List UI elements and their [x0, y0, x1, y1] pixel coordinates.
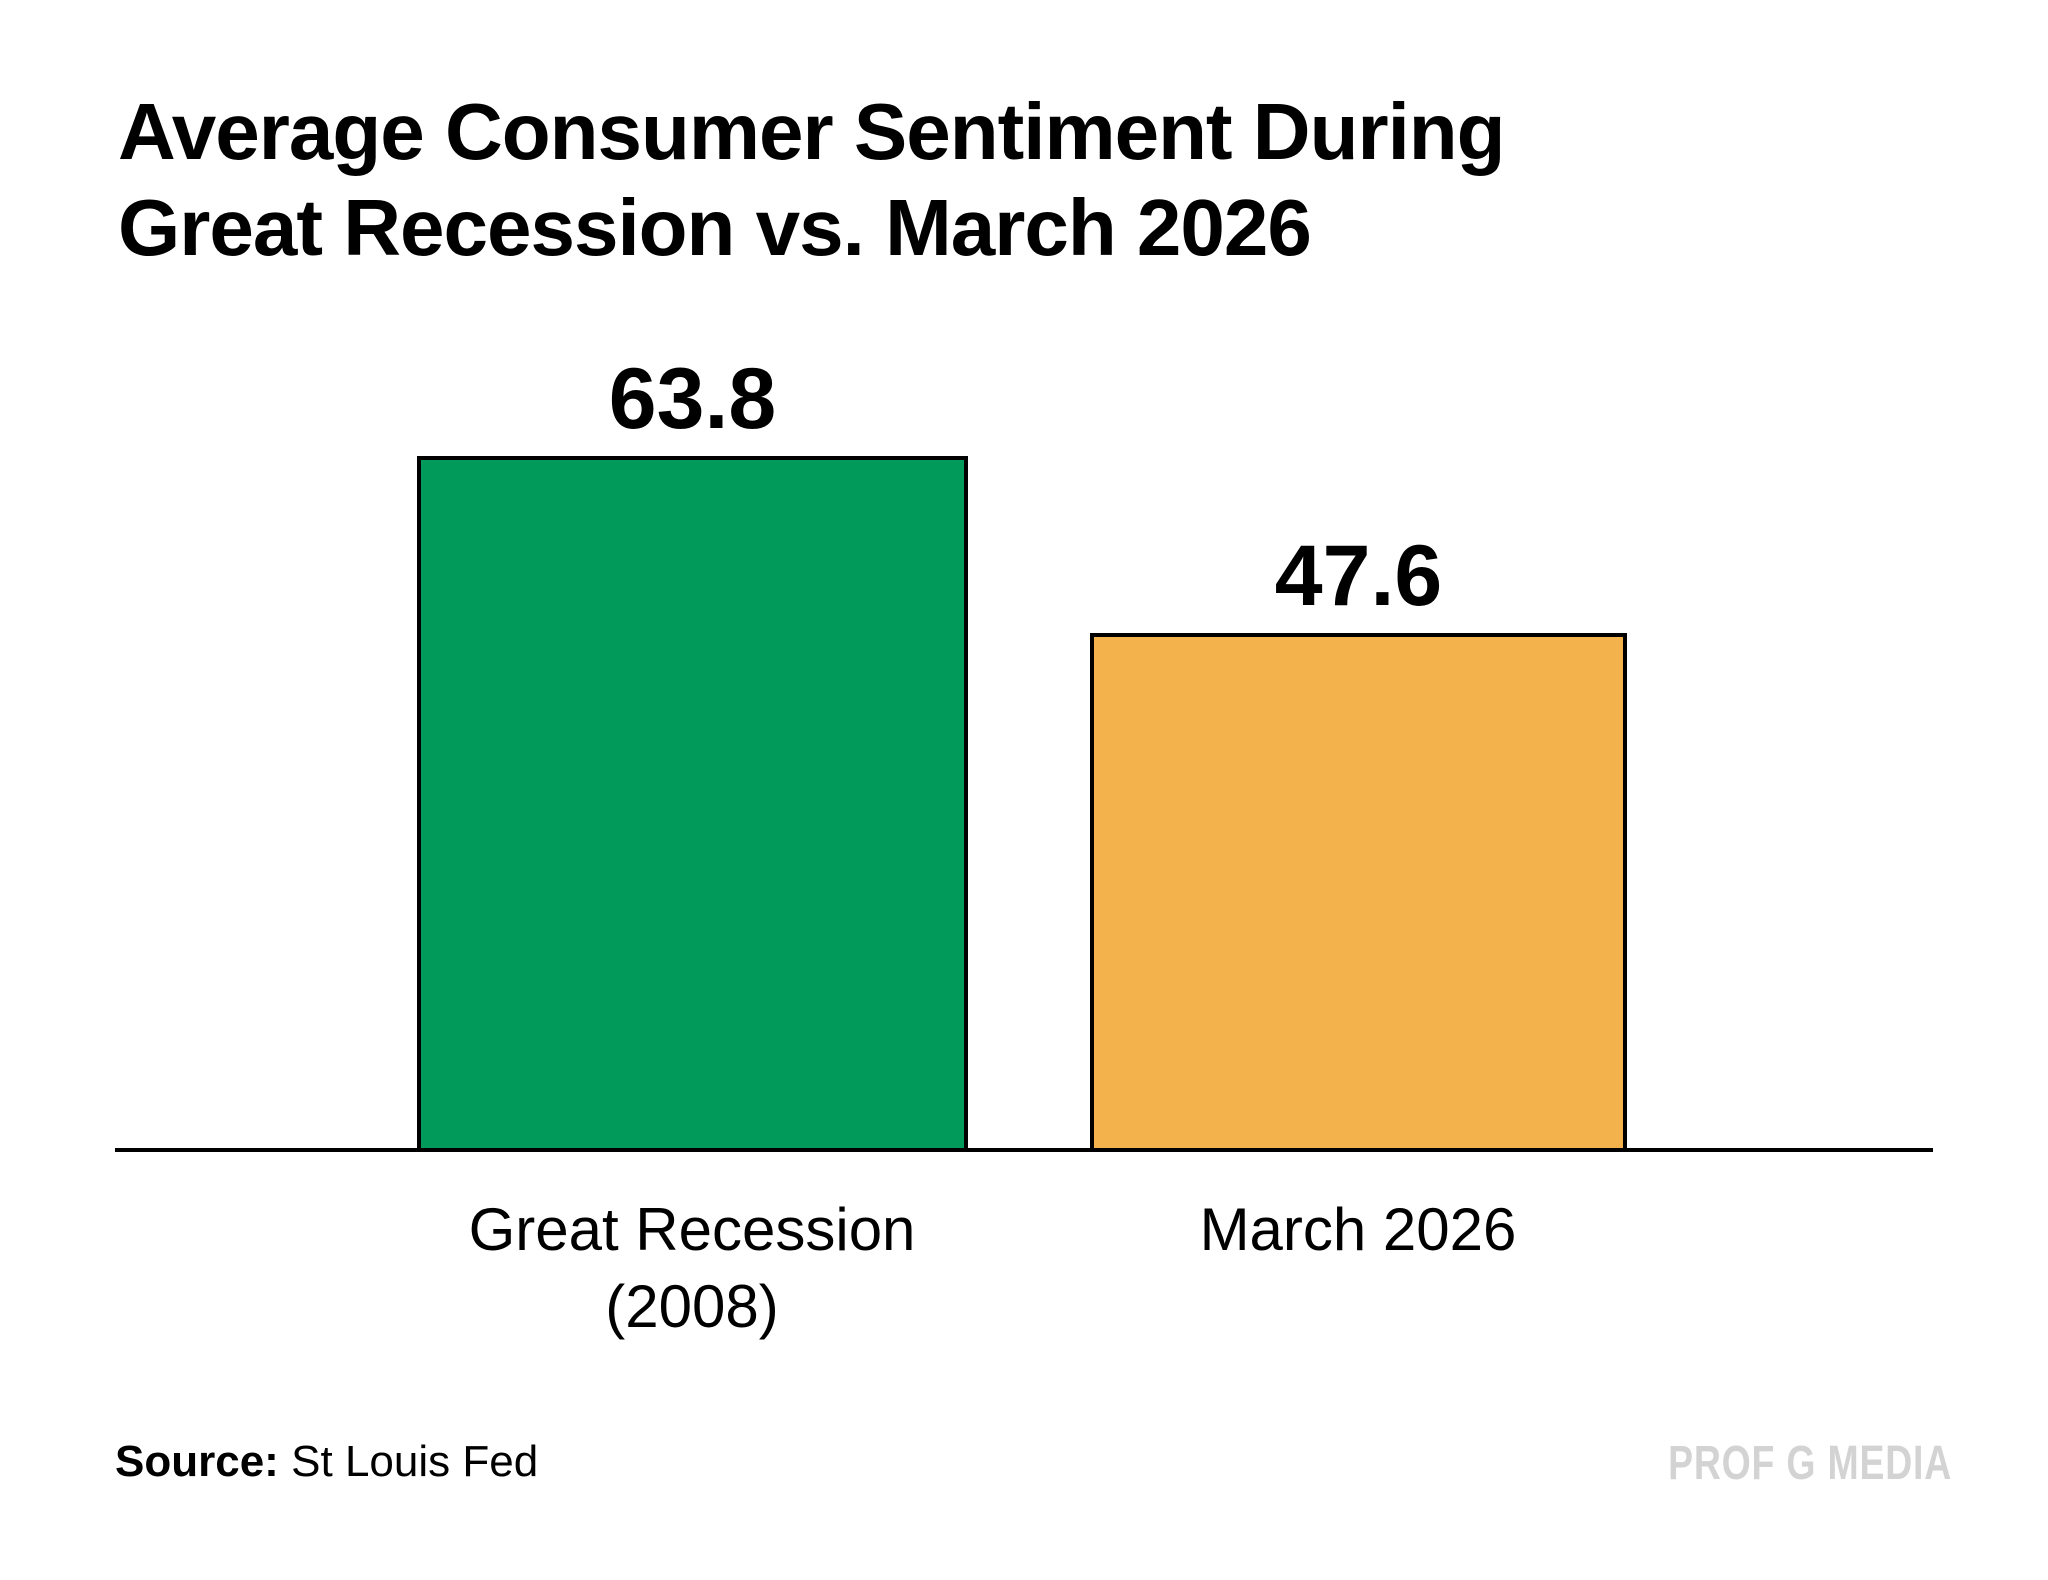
- chart-title: Average Consumer Sentiment During Great …: [118, 84, 1506, 276]
- bar-group-march-2026: 47.6: [1090, 533, 1627, 1152]
- x-tick-label-great-recession: Great Recession (2008): [468, 1196, 916, 1340]
- bar-group-great-recession: 63.8: [417, 356, 968, 1152]
- bar-value-label-march-2026: 47.6: [1274, 528, 1443, 624]
- bar-value-label-great-recession: 63.8: [608, 351, 777, 447]
- x-axis-line: [115, 1148, 1933, 1152]
- bar-great-recession: [417, 456, 968, 1152]
- source-note: Source: St Louis Fed: [115, 1436, 538, 1489]
- x-tick-label-march-2026: March 2026: [1199, 1196, 1517, 1263]
- source-value: St Louis Fed: [291, 1437, 539, 1486]
- chart-title-line-1: Average Consumer Sentiment During: [118, 87, 1506, 176]
- bar-march-2026: [1090, 633, 1627, 1152]
- source-label: Source:: [115, 1437, 279, 1486]
- chart-title-line-2: Great Recession vs. March 2026: [118, 183, 1312, 272]
- watermark-prof-g-media: PROF G MEDIA: [1668, 1437, 1952, 1490]
